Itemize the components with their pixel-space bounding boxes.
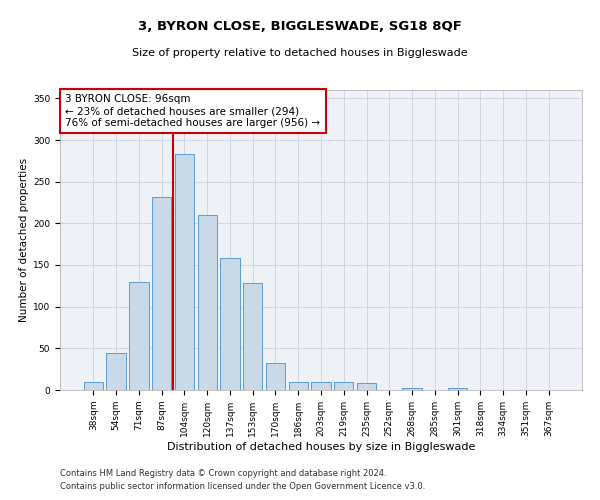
Bar xyxy=(448,388,467,390)
Bar xyxy=(334,382,353,390)
Bar xyxy=(289,382,308,390)
Bar xyxy=(129,282,149,390)
Bar xyxy=(220,258,239,390)
Bar xyxy=(243,284,262,390)
Bar xyxy=(311,382,331,390)
Bar xyxy=(266,362,285,390)
Bar xyxy=(197,215,217,390)
Bar xyxy=(403,388,422,390)
Text: 3, BYRON CLOSE, BIGGLESWADE, SG18 8QF: 3, BYRON CLOSE, BIGGLESWADE, SG18 8QF xyxy=(138,20,462,33)
Text: 3 BYRON CLOSE: 96sqm
← 23% of detached houses are smaller (294)
76% of semi-deta: 3 BYRON CLOSE: 96sqm ← 23% of detached h… xyxy=(65,94,320,128)
Bar xyxy=(84,382,103,390)
Bar xyxy=(152,196,172,390)
Text: Contains public sector information licensed under the Open Government Licence v3: Contains public sector information licen… xyxy=(60,482,425,491)
Y-axis label: Number of detached properties: Number of detached properties xyxy=(19,158,29,322)
X-axis label: Distribution of detached houses by size in Biggleswade: Distribution of detached houses by size … xyxy=(167,442,475,452)
Bar xyxy=(357,384,376,390)
Bar xyxy=(175,154,194,390)
Text: Size of property relative to detached houses in Biggleswade: Size of property relative to detached ho… xyxy=(132,48,468,58)
Bar xyxy=(106,352,126,390)
Text: Contains HM Land Registry data © Crown copyright and database right 2024.: Contains HM Land Registry data © Crown c… xyxy=(60,468,386,477)
